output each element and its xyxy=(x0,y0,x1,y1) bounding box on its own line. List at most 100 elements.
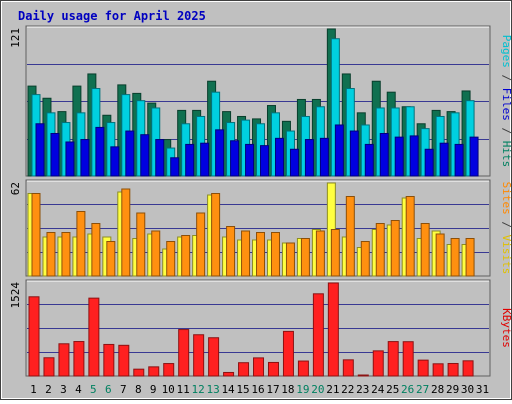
bar-sites-day-6 xyxy=(106,241,116,277)
bar-kbytes-day-15 xyxy=(238,362,250,377)
bar-sites-day-15 xyxy=(241,230,251,277)
bar-sites-day-27 xyxy=(420,223,430,277)
chart-panels: 121 Pages / Files / Hits 62 Sites / Visits 1… xyxy=(9,25,512,377)
x-tick-label-day-6: 6 xyxy=(105,383,112,396)
y-axis-max-label: 121 xyxy=(9,28,22,48)
x-tick-label-day-9: 9 xyxy=(150,383,157,396)
y-axis-series-label: Pages / Files / Hits xyxy=(500,35,512,168)
bar-sites-day-10 xyxy=(166,241,176,277)
bar-pages-day-9 xyxy=(155,139,165,177)
x-tick-label-day-23: 23 xyxy=(356,383,369,396)
bar-sites-day-25 xyxy=(390,220,400,277)
bar-pages-day-30 xyxy=(469,136,479,177)
bar-kbytes-day-2 xyxy=(43,357,55,377)
x-tick-label-day-7: 7 xyxy=(120,383,127,396)
bar-sites-day-23 xyxy=(360,241,370,277)
bar-sites-day-9 xyxy=(151,230,161,277)
bar-pages-day-5 xyxy=(95,126,105,177)
bar-sites-day-26 xyxy=(405,196,415,277)
bar-kbytes-day-17 xyxy=(267,361,279,377)
x-tick-label-day-1: 1 xyxy=(30,383,37,396)
x-tick-label-day-24: 24 xyxy=(371,383,385,396)
bar-sites-day-17 xyxy=(270,232,280,277)
x-tick-label-day-26: 26 xyxy=(401,383,414,396)
bar-pages-day-3 xyxy=(65,141,75,177)
bar-pages-day-7 xyxy=(125,130,135,177)
y-axis-label-part: Hits xyxy=(500,141,512,168)
bar-pages-day-28 xyxy=(439,142,449,177)
series-kbytes xyxy=(28,282,474,377)
bar-sites-day-29 xyxy=(450,238,460,277)
x-tick-label-day-28: 28 xyxy=(431,383,444,396)
y-axis-label-part: / xyxy=(500,68,512,88)
x-tick-label-day-10: 10 xyxy=(162,383,175,396)
y-axis-label-part: Files xyxy=(500,88,512,121)
bar-pages-day-2 xyxy=(50,132,60,177)
bar-pages-day-1 xyxy=(35,123,45,177)
x-tick-label-day-31: 31 xyxy=(476,383,489,396)
bar-pages-day-23 xyxy=(364,143,374,177)
x-tick-label-day-14: 14 xyxy=(221,383,235,396)
bar-kbytes-day-3 xyxy=(58,343,70,377)
bar-sites-day-12 xyxy=(196,212,206,277)
bar-sites-day-28 xyxy=(435,233,445,277)
bar-kbytes-day-18 xyxy=(282,330,294,377)
y-axis-label-part: KBytes xyxy=(500,308,512,348)
x-tick-label-day-27: 27 xyxy=(416,383,429,396)
x-tick-label-day-5: 5 xyxy=(90,383,97,396)
x-tick-label-day-25: 25 xyxy=(386,383,399,396)
bar-sites-day-7 xyxy=(121,188,131,277)
bar-pages-day-19 xyxy=(304,139,314,177)
bar-kbytes-day-1 xyxy=(28,296,40,377)
bar-kbytes-day-7 xyxy=(118,344,130,377)
x-tick-label-day-8: 8 xyxy=(135,383,142,396)
bar-pages-day-20 xyxy=(319,137,329,177)
bar-sites-day-18 xyxy=(285,242,295,277)
series-pages xyxy=(35,123,479,177)
bar-kbytes-day-9 xyxy=(148,366,160,377)
bar-kbytes-day-5 xyxy=(88,297,100,377)
x-tick-label-day-18: 18 xyxy=(281,383,294,396)
bar-pages-day-12 xyxy=(200,142,210,177)
y-axis-series-label: Sites / Visits xyxy=(500,182,512,275)
y-axis-max-label: 62 xyxy=(9,182,22,195)
bar-kbytes-day-19 xyxy=(297,360,309,377)
bar-sites-day-5 xyxy=(91,223,101,277)
bar-pages-day-25 xyxy=(394,136,404,177)
bar-pages-day-4 xyxy=(80,139,90,177)
chart-title: Daily usage for April 2025 xyxy=(18,9,206,23)
y-axis-max-label: 1524 xyxy=(9,282,22,309)
bar-kbytes-day-16 xyxy=(253,357,265,377)
bar-kbytes-day-12 xyxy=(193,334,205,377)
bar-kbytes-day-21 xyxy=(327,282,339,377)
x-tick-label-day-17: 17 xyxy=(266,383,279,396)
bar-sites-day-8 xyxy=(136,212,146,277)
bar-kbytes-day-20 xyxy=(312,293,324,377)
bar-kbytes-day-14 xyxy=(223,371,235,377)
bar-sites-day-4 xyxy=(76,211,86,277)
bar-sites-day-3 xyxy=(61,232,71,277)
bar-pages-day-26 xyxy=(409,135,419,177)
bar-pages-day-17 xyxy=(274,137,284,177)
x-axis-tick-labels: 1 2 3 4 5 6 7 8 9 10 11 12 13 14 15 16 17 18 19 20 21 22 23 24 2… xyxy=(30,383,489,396)
bar-pages-day-22 xyxy=(349,130,359,177)
bar-pages-day-10 xyxy=(170,157,180,177)
bar-sites-day-30 xyxy=(465,238,475,277)
x-tick-label-day-16: 16 xyxy=(251,383,264,396)
bar-pages-day-14 xyxy=(230,140,240,177)
bar-kbytes-day-13 xyxy=(208,337,220,377)
bar-kbytes-day-22 xyxy=(342,359,354,377)
bar-pages-day-11 xyxy=(185,143,195,177)
bar-kbytes-day-26 xyxy=(402,341,414,377)
x-tick-label-day-12: 12 xyxy=(192,383,205,396)
bar-pages-day-27 xyxy=(424,148,434,177)
x-tick-label-day-19: 19 xyxy=(296,383,309,396)
x-tick-label-day-11: 11 xyxy=(177,383,190,396)
bar-kbytes-day-27 xyxy=(417,359,429,377)
bar-pages-day-21 xyxy=(334,124,344,177)
bar-sites-day-2 xyxy=(46,232,56,277)
bar-pages-day-16 xyxy=(260,145,270,177)
